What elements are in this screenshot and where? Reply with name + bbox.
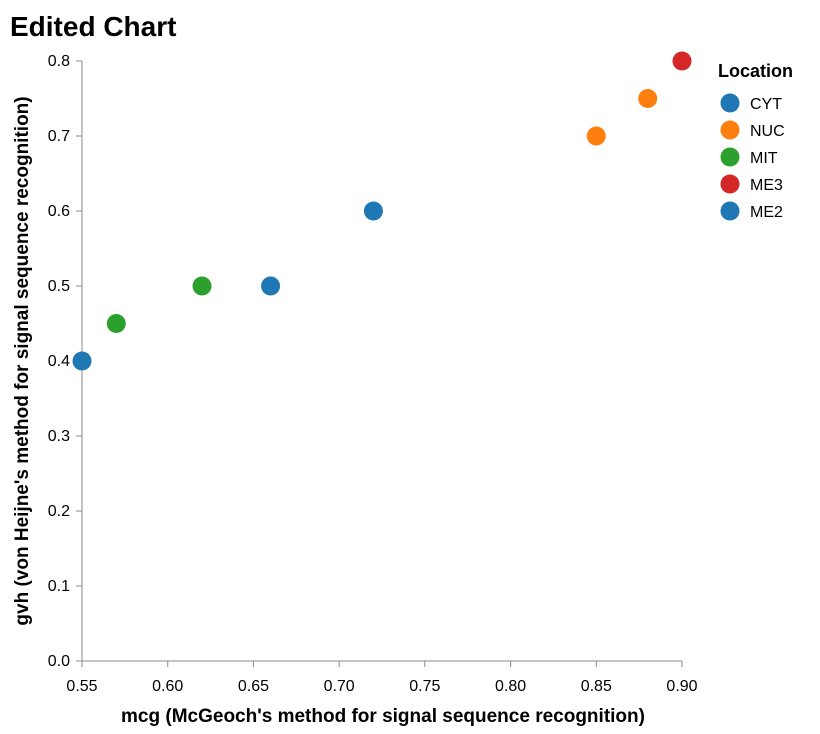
legend-swatch-nuc xyxy=(720,120,740,140)
x-tick-label: 0.75 xyxy=(409,678,440,695)
legend-swatch-cyt xyxy=(720,93,740,113)
data-point-cyt xyxy=(72,351,92,371)
y-tick-label: 0.2 xyxy=(48,503,70,520)
chart-title: Edited Chart xyxy=(10,11,176,42)
data-point-me3 xyxy=(672,51,692,71)
legend-title: Location xyxy=(718,61,793,81)
x-tick-label: 0.80 xyxy=(495,678,526,695)
y-tick-label: 0.5 xyxy=(48,278,70,295)
legend: Location CYT NUC MIT ME3 ME2 xyxy=(718,61,793,221)
legend-swatch-me2 xyxy=(720,201,740,221)
legend-label-me2: ME2 xyxy=(750,204,783,221)
x-tick-label: 0.85 xyxy=(581,678,612,695)
y-tick-label: 0.6 xyxy=(48,203,70,220)
y-tick-label: 0.1 xyxy=(48,578,70,595)
data-point-nuc xyxy=(586,126,606,146)
legend-swatch-me3 xyxy=(720,174,740,194)
y-tick-label: 0.4 xyxy=(48,353,70,370)
legend-swatch-mit xyxy=(720,147,740,167)
data-point-nuc xyxy=(638,89,658,108)
x-axis-title: mcg (McGeoch's method for signal sequenc… xyxy=(121,706,645,727)
data-point-cyt xyxy=(261,276,281,296)
legend-label-me3: ME3 xyxy=(750,177,783,194)
plot-area: 0.0 0.1 0.2 0.3 0.4 0.5 0.6 0.7 0.8 0.55 0.60 0.65 0… xyxy=(48,51,698,695)
legend-label-mit: MIT xyxy=(750,150,778,167)
y-axis-title: gvh (von Heijne's method for signal sequ… xyxy=(12,96,33,625)
legend-label-nuc: NUC xyxy=(750,123,785,140)
x-tick-label: 0.65 xyxy=(238,678,269,695)
data-point-mit xyxy=(106,314,126,333)
data-point-mit xyxy=(192,276,212,296)
x-tick-label: 0.55 xyxy=(66,678,97,695)
x-tick-label: 0.60 xyxy=(152,678,183,695)
x-tick-label: 0.70 xyxy=(324,678,355,695)
legend-label-cyt: CYT xyxy=(750,96,782,113)
data-point-cyt xyxy=(363,201,383,221)
y-tick-label: 0.3 xyxy=(48,428,70,445)
y-tick-label: 0.0 xyxy=(48,653,70,670)
y-tick-label: 0.7 xyxy=(48,128,70,145)
x-tick-label: 0.90 xyxy=(666,678,697,695)
y-tick-label: 0.8 xyxy=(48,53,70,70)
